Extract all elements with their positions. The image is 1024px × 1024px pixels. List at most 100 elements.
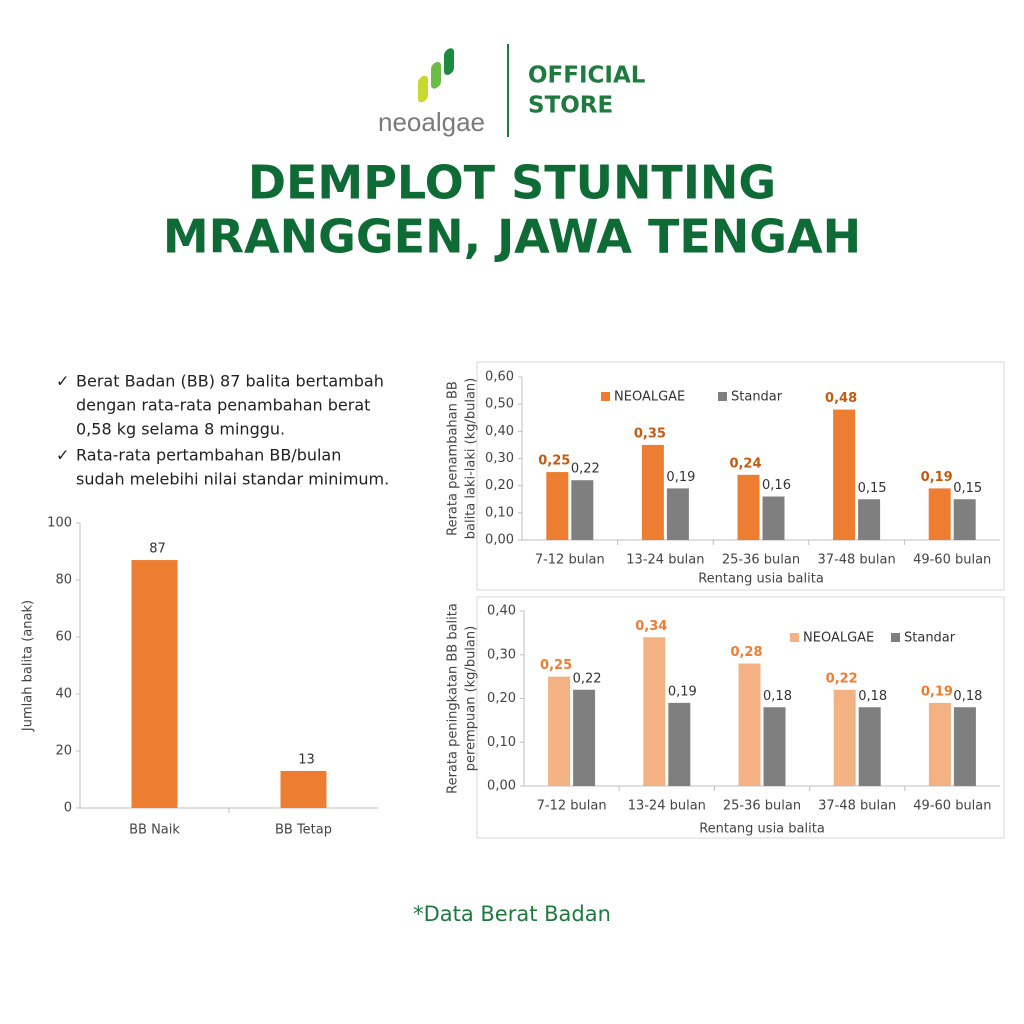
data-label: 0,18 bbox=[858, 689, 887, 704]
data-label: 0,19 bbox=[666, 470, 695, 485]
y-tick-label: 60 bbox=[55, 630, 72, 645]
bullet-text: dengan rata-rata penambahan berat bbox=[76, 396, 370, 415]
bar bbox=[546, 472, 569, 540]
bar bbox=[833, 409, 856, 540]
y-tick-label: 0,00 bbox=[485, 533, 514, 548]
data-label: 87 bbox=[149, 542, 166, 557]
x-tick-label: 13-24 bulan bbox=[628, 799, 706, 814]
x-tick-label: 37-48 bulan bbox=[817, 553, 895, 568]
data-label: 0,25 bbox=[540, 658, 572, 673]
bar bbox=[548, 676, 571, 786]
y-tick-label: 80 bbox=[55, 573, 72, 588]
data-label: 0,34 bbox=[635, 619, 667, 634]
x-tick-label: 25-36 bulan bbox=[722, 553, 800, 568]
y-tick-label: 0,10 bbox=[487, 735, 516, 750]
check: ✓ bbox=[56, 372, 69, 391]
y-tick-label: 40 bbox=[55, 687, 72, 702]
bar bbox=[668, 702, 691, 786]
bar bbox=[738, 663, 761, 786]
bar bbox=[571, 480, 594, 540]
bar bbox=[280, 770, 327, 808]
bar bbox=[737, 474, 760, 540]
y-tick-label: 100 bbox=[47, 516, 72, 531]
x-tick-label: BB Tetap bbox=[275, 823, 332, 838]
x-tick-label: 37-48 bulan bbox=[818, 799, 896, 814]
data-label: 0,18 bbox=[763, 689, 792, 704]
bar bbox=[858, 707, 881, 786]
data-label: 0,22 bbox=[826, 671, 858, 686]
legend-swatch bbox=[790, 633, 799, 642]
y-tick-label: 0,60 bbox=[485, 370, 514, 385]
y-tick-label: 20 bbox=[55, 744, 72, 759]
y-tick-label: 0,10 bbox=[485, 505, 514, 520]
legend-swatch bbox=[601, 392, 610, 401]
bullet-text: 0,58 kg selama 8 minggu. bbox=[76, 420, 285, 439]
data-label: 0,19 bbox=[921, 470, 953, 485]
x-tick-label: 7-12 bulan bbox=[535, 553, 605, 568]
bar bbox=[953, 707, 976, 786]
y-axis-label: balita laki-laki (kg/bulan) bbox=[464, 378, 479, 540]
data-label: 0,15 bbox=[858, 481, 887, 496]
data-label: 0,35 bbox=[634, 426, 666, 441]
chart-frame bbox=[476, 596, 1005, 839]
x-tick-label: 25-36 bulan bbox=[723, 799, 801, 814]
badge: OFFICIAL bbox=[528, 63, 646, 89]
title: DEMPLOT STUNTING bbox=[248, 156, 776, 210]
data-label: 0,18 bbox=[953, 689, 982, 704]
y-axis-label: Jumlah balita (anak) bbox=[21, 600, 36, 732]
data-label: 13 bbox=[298, 752, 315, 767]
bar bbox=[641, 444, 664, 540]
data-label: 0,48 bbox=[825, 391, 857, 406]
y-tick-label: 0,40 bbox=[487, 604, 516, 619]
title: MRANGGEN, JAWA TENGAH bbox=[163, 210, 861, 264]
x-tick-label: 49-60 bulan bbox=[913, 553, 991, 568]
bar bbox=[763, 707, 786, 786]
legend-swatch bbox=[718, 392, 727, 401]
bullet-text: sudah melebihi nilai standar minimum. bbox=[76, 470, 389, 489]
y-tick-label: 0,20 bbox=[485, 478, 514, 493]
data-label: 0,16 bbox=[762, 478, 791, 493]
data-label: 0,22 bbox=[571, 462, 600, 477]
check: ✓ bbox=[56, 446, 69, 465]
data-label: 0,19 bbox=[668, 684, 697, 699]
x-axis-label: Rentang usia balita bbox=[699, 822, 825, 837]
y-tick-label: 0,40 bbox=[485, 424, 514, 439]
bar bbox=[858, 499, 881, 540]
bar bbox=[833, 689, 856, 786]
bar bbox=[953, 499, 976, 540]
bullet-text: Berat Badan (BB) 87 balita bertambah bbox=[76, 372, 384, 391]
bar bbox=[762, 496, 785, 540]
y-tick-label: 0,30 bbox=[485, 451, 514, 466]
x-tick-label: 13-24 bulan bbox=[626, 553, 704, 568]
logo-mark bbox=[418, 48, 454, 103]
bar bbox=[928, 488, 951, 540]
bullet-text: Rata-rata pertambahan BB/bulan bbox=[76, 446, 341, 465]
x-axis-label: Rentang usia balita bbox=[698, 572, 824, 587]
y-tick-label: 0,50 bbox=[485, 397, 514, 412]
data-label: 0,19 bbox=[921, 684, 953, 699]
badge: STORE bbox=[528, 93, 613, 119]
legend-label: NEOALGAE bbox=[803, 631, 874, 646]
bar bbox=[573, 689, 596, 786]
y-axis-label: Rerata peningkatan BB balita bbox=[446, 603, 461, 794]
data-label: 0,24 bbox=[729, 456, 761, 471]
bar bbox=[666, 488, 689, 540]
bar bbox=[928, 702, 951, 786]
data-label: 0,25 bbox=[538, 454, 570, 469]
y-axis-label: Rerata penambahan BB bbox=[446, 381, 461, 536]
data-label: 0,22 bbox=[573, 671, 602, 686]
legend-swatch bbox=[891, 633, 900, 642]
y-tick-label: 0,30 bbox=[487, 647, 516, 662]
y-tick-label: 0 bbox=[64, 801, 72, 816]
x-tick-label: BB Naik bbox=[129, 823, 180, 838]
x-tick-label: 7-12 bulan bbox=[537, 799, 607, 814]
y-tick-label: 0,20 bbox=[487, 691, 516, 706]
y-axis-label: perempuan (kg/bulan) bbox=[464, 626, 479, 771]
legend-label: NEOALGAE bbox=[614, 390, 685, 405]
chart-frame bbox=[476, 361, 1005, 591]
bar bbox=[131, 560, 178, 808]
footnote: *Data Berat Badan bbox=[413, 902, 611, 926]
data-label: 0,15 bbox=[953, 481, 982, 496]
legend-label: Standar bbox=[904, 631, 956, 646]
